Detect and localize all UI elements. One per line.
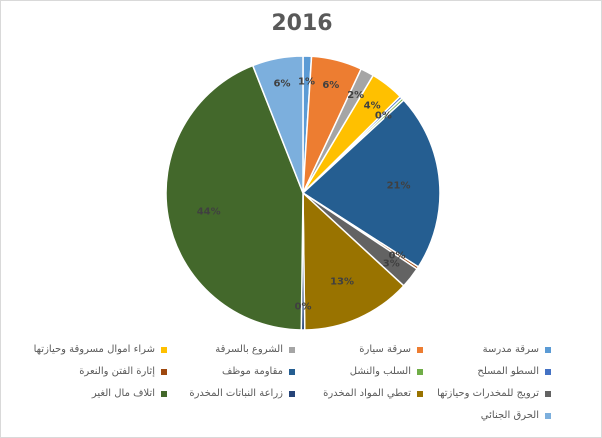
legend-label: الحرق الجنائي	[480, 410, 539, 421]
legend-swatch	[545, 390, 551, 397]
legend-label: زراعة النباتات المخدرة	[189, 388, 283, 399]
legend-item-5: السلب والنشل	[350, 366, 423, 377]
legend-label: اتلاف مال الغير	[91, 388, 155, 399]
legend-item-12: الحرق الجنائي	[481, 410, 551, 421]
legend-swatch	[161, 390, 167, 397]
data-label-7: 0%	[389, 250, 406, 261]
legend-swatch	[417, 390, 423, 397]
legend-swatch	[161, 368, 167, 375]
legend-item-3: شراء اموال مسروقة وحيازتها	[34, 344, 167, 355]
pie-slice-12	[251, 55, 304, 194]
legend-label: سرقة سيارة	[359, 344, 411, 355]
pie-chart: 1% 6%2%4%0%21%0%3%13%0%44%6%	[165, 55, 441, 331]
legend-item-2: الشروع بالسرقة	[215, 344, 295, 355]
data-label-1: 6%	[322, 80, 339, 91]
legend-swatch	[545, 346, 551, 353]
data-label-11: 44%	[197, 206, 221, 217]
legend-label: السلب والنشل	[349, 366, 411, 377]
data-label-3: 4%	[364, 100, 381, 111]
data-label-9: 13%	[330, 277, 354, 288]
legend-label: شراء اموال مسروقة وحيازتها	[33, 344, 155, 355]
pie-slice-11	[165, 64, 304, 331]
legend-label: مقاومة موظف	[221, 366, 283, 377]
data-label-4: 0%	[375, 111, 392, 122]
legend-swatch	[545, 368, 551, 375]
legend-swatch	[545, 412, 551, 419]
legend-swatch	[289, 346, 295, 353]
data-label-8: 3%	[383, 258, 400, 269]
legend-item-7: إثارة الفتن والنعرة	[79, 366, 167, 377]
legend-item-4: السطو المسلح	[477, 366, 551, 377]
legend-item-1: سرقة سيارة	[359, 344, 423, 355]
legend-label: ترويج للمخدرات وحيازتها	[437, 388, 539, 399]
data-label-10: 0%	[295, 301, 312, 312]
data-label-2: 2%	[347, 90, 364, 101]
legend-swatch	[417, 346, 423, 353]
data-label-12: 6%	[274, 79, 291, 90]
legend-label: السطو المسلح	[477, 366, 539, 377]
legend-label: الشروع بالسرقة	[215, 344, 283, 355]
legend-item-10: زراعة النباتات المخدرة	[189, 388, 295, 399]
legend-swatch	[289, 390, 295, 397]
legend-label: إثارة الفتن والنعرة	[79, 366, 155, 377]
legend-swatch	[417, 368, 423, 375]
pie-slice-9	[302, 191, 405, 331]
legend-item-0: سرقة مدرسة	[483, 344, 551, 355]
pie-slice-6	[301, 99, 441, 268]
data-label-0: 1%	[298, 77, 315, 88]
data-label-6: 21%	[387, 181, 411, 192]
chart-title: 2016	[271, 11, 333, 36]
legend-item-6: مقاومة موظف	[222, 366, 295, 377]
legend-label: سرقة مدرسة	[482, 344, 539, 355]
legend-swatch	[161, 346, 167, 353]
legend-swatch	[289, 368, 295, 375]
legend-item-11: اتلاف مال الغير	[92, 388, 167, 399]
legend-item-8: ترويج للمخدرات وحيازتها	[437, 388, 551, 399]
legend-item-9: تعطي المواد المخدرة	[323, 388, 423, 399]
legend-label: تعطي المواد المخدرة	[323, 388, 411, 399]
